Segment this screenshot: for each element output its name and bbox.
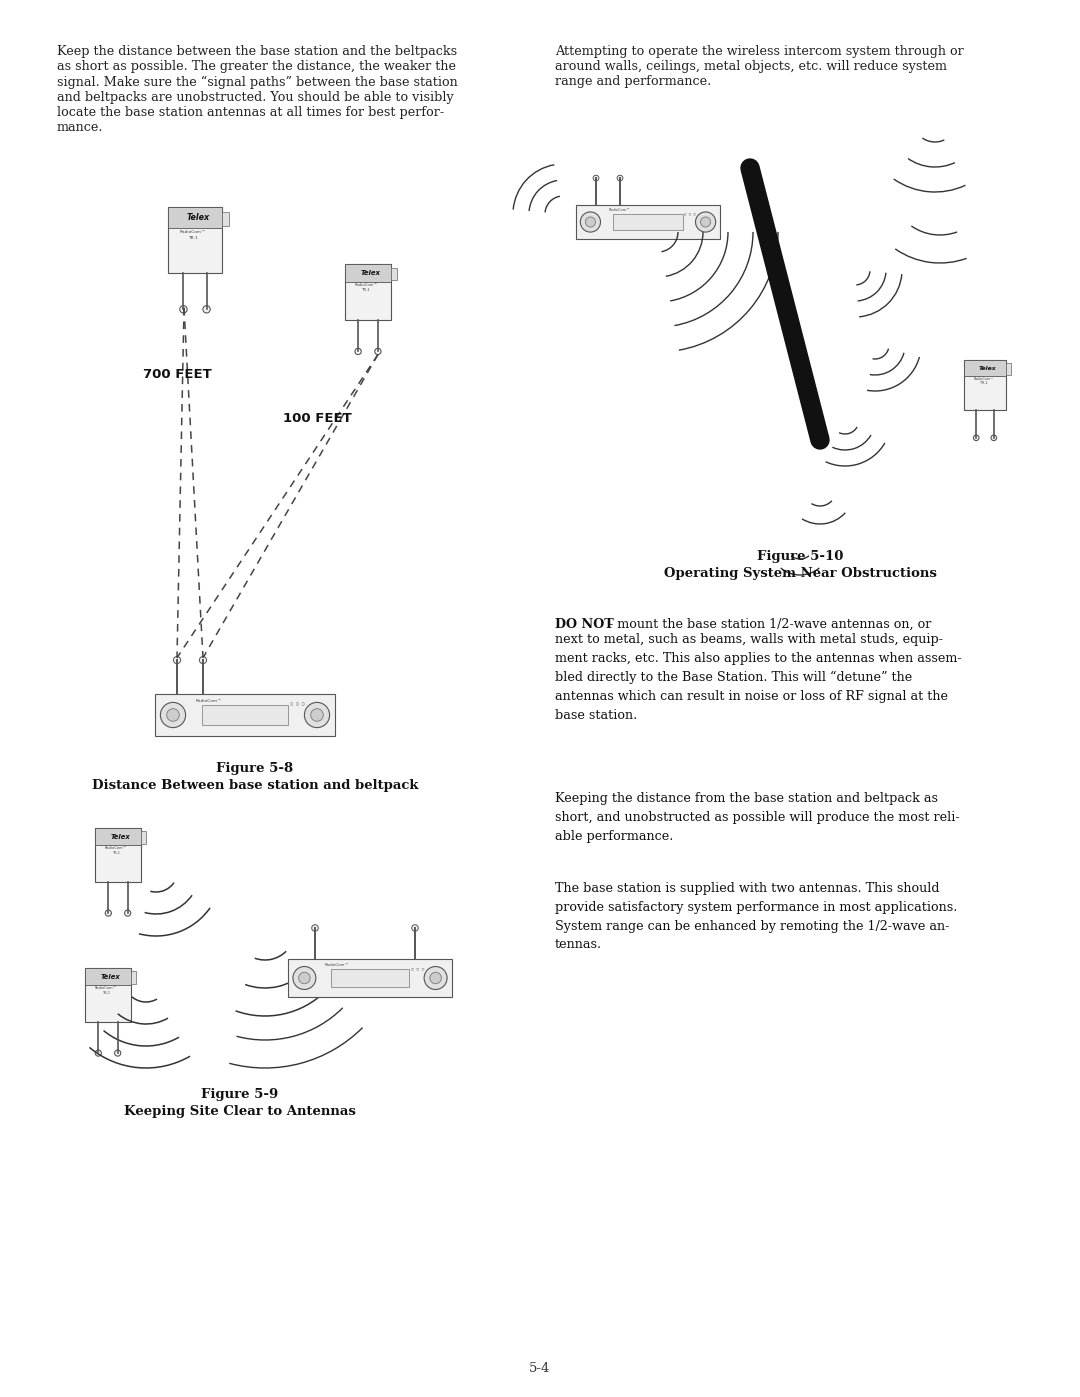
Circle shape <box>430 972 442 983</box>
Text: TR-1: TR-1 <box>362 288 370 292</box>
Bar <box>222 212 229 226</box>
Bar <box>345 264 391 282</box>
Text: range and performance.: range and performance. <box>555 75 712 88</box>
FancyBboxPatch shape <box>167 207 222 272</box>
Text: and beltpacks are unobstructed. You should be able to visibly: and beltpacks are unobstructed. You shou… <box>57 91 454 103</box>
Text: The base station is supplied with two antennas. This should
provide satisfactory: The base station is supplied with two an… <box>555 882 957 951</box>
Bar <box>95 827 140 845</box>
Text: TR-1: TR-1 <box>188 236 198 240</box>
Circle shape <box>424 967 447 989</box>
Text: TR-1: TR-1 <box>112 851 120 855</box>
FancyBboxPatch shape <box>576 205 720 239</box>
Text: signal. Make sure the “signal paths” between the base station: signal. Make sure the “signal paths” bet… <box>57 75 458 88</box>
FancyBboxPatch shape <box>964 360 1005 409</box>
Circle shape <box>991 434 997 440</box>
Circle shape <box>293 967 315 989</box>
Text: Keeping the distance from the base station and beltpack as
short, and unobstruct: Keeping the distance from the base stati… <box>555 792 960 842</box>
Text: Telex: Telex <box>100 974 121 979</box>
Bar <box>1005 363 1011 374</box>
Circle shape <box>161 703 186 728</box>
FancyBboxPatch shape <box>330 970 409 988</box>
Circle shape <box>203 306 211 313</box>
FancyBboxPatch shape <box>345 264 391 320</box>
Text: RadioCom™: RadioCom™ <box>105 847 127 849</box>
Text: Keep the distance between the base station and the beltpacks: Keep the distance between the base stati… <box>57 45 457 59</box>
Text: RadioCom™: RadioCom™ <box>973 377 994 380</box>
Circle shape <box>305 703 329 728</box>
Bar <box>167 207 222 229</box>
Text: RadioCom™: RadioCom™ <box>95 986 118 990</box>
Text: Figure 5-8: Figure 5-8 <box>216 761 294 775</box>
FancyBboxPatch shape <box>288 960 453 997</box>
Circle shape <box>200 657 206 664</box>
Text: TR-1: TR-1 <box>980 381 987 386</box>
Text: Keeping Site Clear to Antennas: Keeping Site Clear to Antennas <box>124 1105 356 1118</box>
Text: around walls, ceilings, metal objects, etc. will reduce system: around walls, ceilings, metal objects, e… <box>555 60 947 73</box>
FancyBboxPatch shape <box>202 705 288 725</box>
FancyBboxPatch shape <box>613 214 683 231</box>
FancyBboxPatch shape <box>156 694 335 736</box>
Text: 700 FEET: 700 FEET <box>143 369 212 381</box>
Text: ○  ○  ○: ○ ○ ○ <box>684 211 696 215</box>
Circle shape <box>973 434 978 440</box>
Bar <box>140 831 146 844</box>
Bar <box>391 268 396 281</box>
Text: Telex: Telex <box>187 214 210 222</box>
Text: Telex: Telex <box>361 270 380 277</box>
Text: Figure 5-10: Figure 5-10 <box>757 550 843 563</box>
Text: 5-4: 5-4 <box>529 1362 551 1375</box>
Circle shape <box>593 175 599 182</box>
Text: TR-1: TR-1 <box>103 992 110 995</box>
Circle shape <box>312 925 319 932</box>
Circle shape <box>375 348 381 355</box>
Circle shape <box>355 348 361 355</box>
Text: ○  ○  ○: ○ ○ ○ <box>289 703 305 707</box>
Text: Telex: Telex <box>978 366 996 370</box>
FancyBboxPatch shape <box>95 827 140 883</box>
Circle shape <box>617 175 623 182</box>
Circle shape <box>105 909 111 916</box>
Text: - mount the base station 1/2-wave antennas on, or: - mount the base station 1/2-wave antenn… <box>605 617 931 631</box>
Circle shape <box>411 925 418 932</box>
Circle shape <box>696 212 716 232</box>
FancyBboxPatch shape <box>85 968 131 1023</box>
Circle shape <box>701 217 711 228</box>
Text: Operating System Near Obstructions: Operating System Near Obstructions <box>663 567 936 580</box>
Text: Telex: Telex <box>111 834 131 840</box>
Circle shape <box>95 1051 102 1056</box>
Circle shape <box>174 657 180 664</box>
Text: Figure 5-9: Figure 5-9 <box>201 1088 279 1101</box>
Bar <box>964 360 1005 376</box>
Text: as short as possible. The greater the distance, the weaker the: as short as possible. The greater the di… <box>57 60 456 73</box>
Bar <box>131 971 136 983</box>
Text: RadioCom™: RadioCom™ <box>179 229 206 233</box>
Text: DO NOT: DO NOT <box>555 617 613 631</box>
Text: RadioCom™: RadioCom™ <box>608 208 630 212</box>
Text: RadioCom™: RadioCom™ <box>195 698 221 703</box>
Text: 100 FEET: 100 FEET <box>283 412 352 425</box>
Bar <box>85 968 131 985</box>
Text: RadioCom™: RadioCom™ <box>325 963 350 967</box>
Text: mance.: mance. <box>57 122 104 134</box>
Text: next to metal, such as beams, walls with metal studs, equip-
ment racks, etc. Th: next to metal, such as beams, walls with… <box>555 633 961 722</box>
Circle shape <box>585 217 595 228</box>
Circle shape <box>311 708 323 721</box>
Circle shape <box>580 212 600 232</box>
Circle shape <box>114 1051 121 1056</box>
Text: ○  ○  ○: ○ ○ ○ <box>410 967 424 970</box>
Text: RadioCom™: RadioCom™ <box>354 282 378 286</box>
Circle shape <box>124 909 131 916</box>
Text: locate the base station antennas at all times for best perfor-: locate the base station antennas at all … <box>57 106 444 119</box>
Circle shape <box>179 306 187 313</box>
Circle shape <box>299 972 310 983</box>
Circle shape <box>166 708 179 721</box>
Text: Attempting to operate the wireless intercom system through or: Attempting to operate the wireless inter… <box>555 45 963 59</box>
Text: Distance Between base station and beltpack: Distance Between base station and beltpa… <box>92 780 418 792</box>
